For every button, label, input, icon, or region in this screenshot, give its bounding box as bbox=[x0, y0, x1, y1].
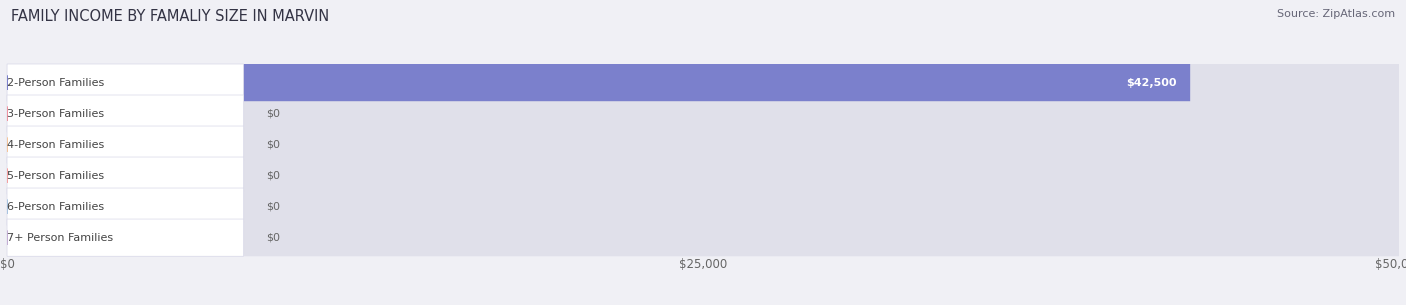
Text: FAMILY INCOME BY FAMALIY SIZE IN MARVIN: FAMILY INCOME BY FAMALIY SIZE IN MARVIN bbox=[11, 9, 329, 24]
FancyBboxPatch shape bbox=[7, 126, 243, 163]
FancyBboxPatch shape bbox=[7, 64, 1399, 101]
Text: 3-Person Families: 3-Person Families bbox=[7, 109, 104, 119]
Text: Source: ZipAtlas.com: Source: ZipAtlas.com bbox=[1277, 9, 1395, 19]
Text: 4-Person Families: 4-Person Families bbox=[7, 140, 104, 150]
Text: 6-Person Families: 6-Person Families bbox=[7, 202, 104, 212]
Text: $0: $0 bbox=[266, 202, 280, 212]
Text: 2-Person Families: 2-Person Families bbox=[7, 77, 104, 88]
FancyBboxPatch shape bbox=[7, 219, 1399, 256]
Text: $0: $0 bbox=[266, 140, 280, 150]
FancyBboxPatch shape bbox=[7, 188, 1399, 225]
Text: 7+ Person Families: 7+ Person Families bbox=[7, 233, 114, 243]
FancyBboxPatch shape bbox=[7, 157, 243, 194]
FancyBboxPatch shape bbox=[7, 95, 243, 132]
Text: $0: $0 bbox=[266, 170, 280, 181]
Text: $42,500: $42,500 bbox=[1126, 77, 1177, 88]
FancyBboxPatch shape bbox=[7, 188, 243, 225]
FancyBboxPatch shape bbox=[7, 64, 243, 101]
FancyBboxPatch shape bbox=[7, 126, 1399, 163]
Text: $0: $0 bbox=[266, 109, 280, 119]
Text: 5-Person Families: 5-Person Families bbox=[7, 170, 104, 181]
FancyBboxPatch shape bbox=[7, 157, 1399, 194]
Text: $0: $0 bbox=[266, 233, 280, 243]
FancyBboxPatch shape bbox=[7, 95, 1399, 132]
FancyBboxPatch shape bbox=[7, 219, 243, 256]
FancyBboxPatch shape bbox=[7, 64, 1191, 101]
